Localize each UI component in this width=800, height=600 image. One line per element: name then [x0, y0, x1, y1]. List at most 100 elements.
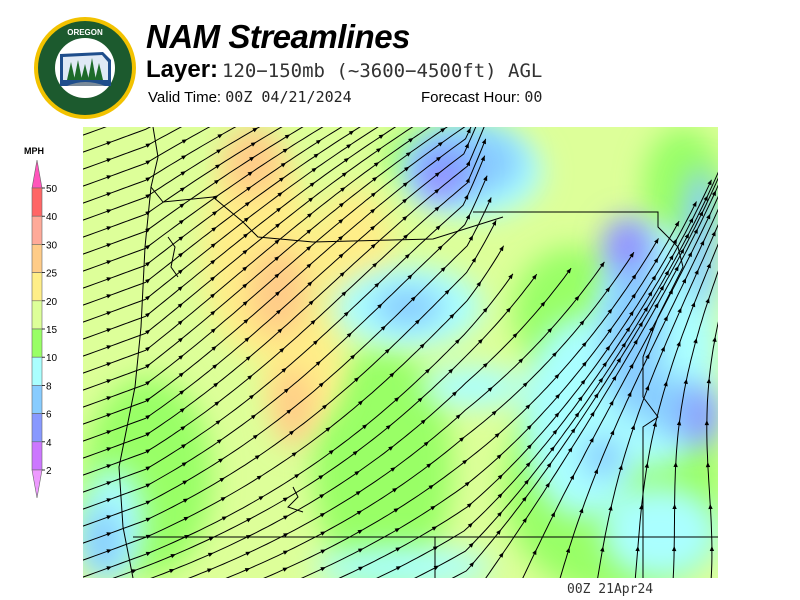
streamline-arrowhead	[649, 326, 654, 332]
streamline-arrowhead	[482, 307, 488, 313]
streamline-arrowhead	[691, 301, 696, 308]
streamline-arrowhead	[274, 239, 280, 245]
streamline-arrowhead	[282, 497, 289, 502]
streamline-arrowhead	[627, 391, 632, 397]
streamline-arrowhead	[449, 313, 455, 319]
streamline-arrowhead	[215, 420, 221, 425]
streamline-arrowhead	[565, 547, 571, 553]
valid-time-label: Valid Time:	[148, 89, 222, 106]
svg-text:OREGON: OREGON	[67, 28, 103, 37]
streamline-arrowhead	[145, 177, 151, 182]
streamline-arrowhead	[455, 414, 461, 420]
streamline-arrowhead	[464, 481, 471, 487]
streamline-arrowhead	[677, 307, 682, 314]
streamline-arrowhead	[106, 277, 112, 282]
streamline-arrowhead	[106, 226, 112, 231]
boundary-line	[150, 127, 504, 243]
streamline-arrowhead	[243, 217, 250, 223]
streamline-arrowhead	[404, 253, 410, 259]
streamline-arrowhead	[491, 410, 497, 416]
streamline-arrowhead	[373, 162, 380, 167]
streamline-arrowhead	[318, 382, 324, 388]
wind-streamline-map	[83, 127, 718, 578]
streamline-arrowhead	[465, 177, 470, 184]
streamline-arrowhead	[339, 271, 345, 277]
streamline-arrowhead	[106, 549, 112, 554]
streamline-arrowhead	[106, 362, 112, 367]
streamline	[338, 201, 697, 578]
streamline-arrowhead	[471, 257, 477, 263]
streamline-arrowhead	[221, 516, 228, 521]
streamline-arrowhead	[252, 434, 259, 440]
streamline-arrowhead	[318, 474, 324, 480]
streamline	[706, 321, 718, 578]
streamline-arrowhead	[370, 192, 377, 198]
colorbar-tick-label: 15	[46, 325, 58, 336]
forecast-hour-value: 00	[524, 88, 543, 106]
streamline-arrowhead	[106, 175, 112, 180]
streamline-arrowhead	[384, 348, 390, 354]
streamline-arrowhead	[320, 567, 326, 572]
streamline-arrowhead	[179, 187, 186, 192]
streamline-arrowhead	[131, 569, 137, 574]
streamline-arrowhead	[178, 252, 184, 258]
streamline-arrowhead	[525, 404, 531, 410]
streamline-arrowhead	[250, 142, 257, 147]
streamline-arrowhead	[106, 447, 112, 452]
streamline-arrowhead	[348, 130, 355, 136]
boundary-line	[167, 236, 179, 278]
streamline-arrowhead	[707, 179, 712, 186]
streamline-arrowhead	[372, 262, 378, 268]
streamline-arrowhead	[540, 301, 546, 307]
streamline-arrowhead	[242, 249, 248, 255]
streamline-arrowhead	[428, 484, 434, 490]
streamline-arrowhead	[370, 243, 376, 249]
streamline-arrowhead	[106, 498, 112, 503]
streamline-arrowhead	[487, 386, 493, 392]
streamline	[597, 224, 718, 578]
streamline-arrowhead	[526, 444, 532, 450]
streamline-arrowhead	[609, 400, 614, 406]
streamline-arrowhead	[681, 278, 687, 284]
streamline-arrowhead	[282, 148, 289, 154]
streamline-arrowhead	[467, 522, 473, 528]
streamline-arrowhead	[378, 134, 384, 139]
streamline-arrowhead	[180, 425, 186, 431]
streamline-arrowhead	[282, 567, 289, 572]
streamline-arrowhead	[385, 424, 392, 430]
streamline-arrowhead	[468, 542, 474, 548]
streamline-arrowhead	[435, 225, 441, 231]
streamline-arrowhead	[282, 550, 289, 555]
streamline	[559, 208, 718, 578]
streamline-arrowhead	[610, 429, 615, 436]
streamline-arrowhead	[462, 459, 468, 465]
streamline-arrowhead	[577, 395, 583, 402]
streamline-arrowhead	[213, 382, 219, 388]
streamline-arrowhead	[280, 162, 287, 168]
streamline-arrowhead	[498, 552, 504, 558]
streamline-arrowhead	[390, 467, 396, 472]
colorbar-tick-label: 4	[46, 438, 52, 449]
streamline-arrowhead	[693, 338, 698, 344]
streamline-arrowhead	[275, 291, 281, 297]
streamline	[83, 127, 448, 391]
streamline-arrowhead	[212, 210, 218, 216]
streamline-arrowhead	[170, 554, 176, 559]
streamline-arrowhead	[589, 437, 594, 443]
layer-value: 120−150mb (~3600−4500ft) AGL	[222, 60, 543, 82]
streamline-arrowhead	[402, 215, 408, 221]
streamline-arrowhead	[315, 139, 322, 145]
streamline	[485, 184, 718, 578]
streamline-arrowhead	[644, 462, 649, 468]
streamline-arrowhead	[358, 566, 364, 571]
streamline-arrowhead	[635, 546, 640, 552]
streamline-arrowhead	[700, 240, 705, 246]
colorbar-segment	[31, 328, 43, 358]
streamline-arrowhead	[210, 328, 216, 334]
colorbar-segment	[31, 385, 43, 414]
streamline-arrowhead	[341, 291, 347, 297]
streamline-arrowhead	[145, 414, 151, 420]
streamline	[225, 251, 635, 578]
streamline-arrowhead	[709, 546, 715, 552]
